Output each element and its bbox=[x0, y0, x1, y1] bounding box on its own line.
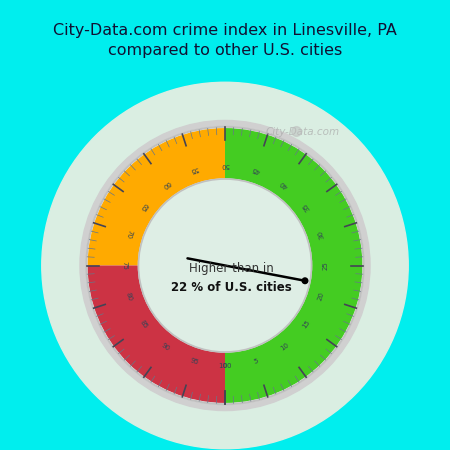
Circle shape bbox=[86, 127, 364, 404]
Text: Higher than in: Higher than in bbox=[189, 261, 274, 274]
Text: 65: 65 bbox=[139, 201, 148, 212]
Circle shape bbox=[42, 82, 408, 449]
Text: 20: 20 bbox=[317, 292, 325, 302]
Text: 60: 60 bbox=[160, 179, 171, 189]
Text: City-Data.com crime index in Linesville, PA
compared to other U.S. cities: City-Data.com crime index in Linesville,… bbox=[53, 22, 397, 58]
Text: 50: 50 bbox=[220, 162, 230, 168]
Wedge shape bbox=[88, 266, 225, 403]
Wedge shape bbox=[88, 128, 225, 266]
Text: 22 % of U.S. cities: 22 % of U.S. cities bbox=[171, 281, 292, 294]
Text: 25: 25 bbox=[323, 261, 329, 270]
Text: City-Data.com: City-Data.com bbox=[266, 127, 339, 137]
Text: 35: 35 bbox=[302, 201, 311, 212]
Circle shape bbox=[80, 121, 370, 410]
Text: 85: 85 bbox=[139, 320, 148, 330]
Text: 80: 80 bbox=[125, 292, 133, 302]
Text: 30: 30 bbox=[317, 229, 325, 239]
Text: 5: 5 bbox=[253, 358, 259, 365]
Text: 45: 45 bbox=[251, 166, 261, 174]
Circle shape bbox=[302, 278, 308, 284]
Text: 70: 70 bbox=[125, 229, 133, 239]
Text: 15: 15 bbox=[302, 320, 311, 330]
Text: 75: 75 bbox=[121, 261, 127, 270]
Text: 0: 0 bbox=[223, 363, 227, 369]
Text: 95: 95 bbox=[189, 357, 199, 365]
Wedge shape bbox=[225, 128, 362, 403]
Circle shape bbox=[139, 179, 311, 352]
Text: 40: 40 bbox=[279, 179, 290, 189]
Text: 10: 10 bbox=[279, 342, 290, 352]
Text: 55: 55 bbox=[189, 166, 199, 174]
Text: 100: 100 bbox=[218, 363, 232, 369]
Text: 90: 90 bbox=[160, 342, 171, 352]
